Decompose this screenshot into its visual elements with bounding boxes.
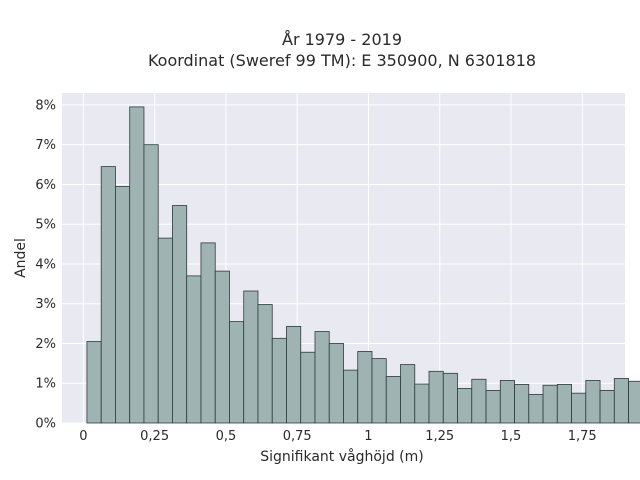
histogram-bar <box>528 393 544 424</box>
histogram-bar <box>86 341 102 424</box>
x-tick-label: 1,5 <box>501 429 522 444</box>
y-tick-label: 7% <box>35 138 56 153</box>
histogram-bar <box>172 205 188 424</box>
y-tick-label: 8% <box>35 98 56 113</box>
histogram-bar <box>186 275 202 424</box>
x-tick-label: 1,75 <box>568 429 597 444</box>
y-axis-label: Andel <box>13 238 29 278</box>
histogram-bar <box>599 389 615 424</box>
y-tick-label: 3% <box>35 297 56 312</box>
histogram-bar <box>585 380 601 424</box>
histogram-bar <box>499 380 515 424</box>
chart-title-line2: Koordinat (Sweref 99 TM): E 350900, N 63… <box>148 51 536 70</box>
histogram-bar <box>385 376 401 424</box>
y-tick-label: 0% <box>35 417 56 432</box>
histogram-bar <box>271 337 287 424</box>
histogram-bar <box>371 358 387 424</box>
histogram-bar <box>100 166 116 424</box>
histogram-bar <box>613 378 629 424</box>
x-tick-label: 1 <box>364 429 372 444</box>
chart-title-line1: År 1979 - 2019 <box>282 30 402 49</box>
histogram-bar <box>442 372 458 424</box>
y-tick-label: 5% <box>35 218 56 233</box>
histogram-bar <box>300 351 316 424</box>
histogram-bar <box>485 389 501 424</box>
histogram-bar <box>214 270 230 424</box>
histogram-bar <box>115 186 131 424</box>
histogram-bar <box>357 351 373 424</box>
histogram-bar <box>229 321 245 424</box>
histogram-bar <box>457 388 473 424</box>
histogram-bar <box>343 369 359 424</box>
histogram-bar <box>542 384 558 424</box>
histogram-bar <box>571 392 587 424</box>
histogram-bar <box>328 343 344 424</box>
y-tick-label: 2% <box>35 337 56 352</box>
histogram-bar <box>400 364 416 424</box>
histogram-bar <box>471 378 487 424</box>
histogram-bar <box>129 106 145 424</box>
tick-labels: 0% 1% 2% 3% 4% 5% 6% 7% 8% 0 0,25 0,5 0,75 1 1,25 1,5 1,… <box>35 98 596 444</box>
x-tick-label: 0,25 <box>140 429 169 444</box>
x-tick-label: 0,5 <box>216 429 237 444</box>
histogram-bar <box>414 383 430 424</box>
histogram-bar <box>243 290 259 424</box>
histogram-bar <box>286 325 302 424</box>
y-tick-label: 6% <box>35 178 56 193</box>
x-tick-label: 1,25 <box>425 429 454 444</box>
histogram-bar <box>514 384 530 424</box>
y-tick-label: 4% <box>35 257 56 272</box>
histogram-bar <box>143 144 159 424</box>
histogram-bar <box>556 384 572 424</box>
histogram-bar <box>428 370 444 424</box>
histogram-bar <box>200 242 216 424</box>
x-tick-label: 0 <box>79 429 87 444</box>
histogram-bar <box>157 237 173 424</box>
x-tick-label: 0,75 <box>283 429 312 444</box>
y-tick-label: 1% <box>35 377 56 392</box>
x-axis-label: Signifikant våghöjd (m) <box>260 448 423 465</box>
histogram-bar <box>257 304 273 424</box>
histogram-bar <box>314 331 330 424</box>
bars <box>86 106 640 424</box>
histogram-bar <box>628 380 640 424</box>
